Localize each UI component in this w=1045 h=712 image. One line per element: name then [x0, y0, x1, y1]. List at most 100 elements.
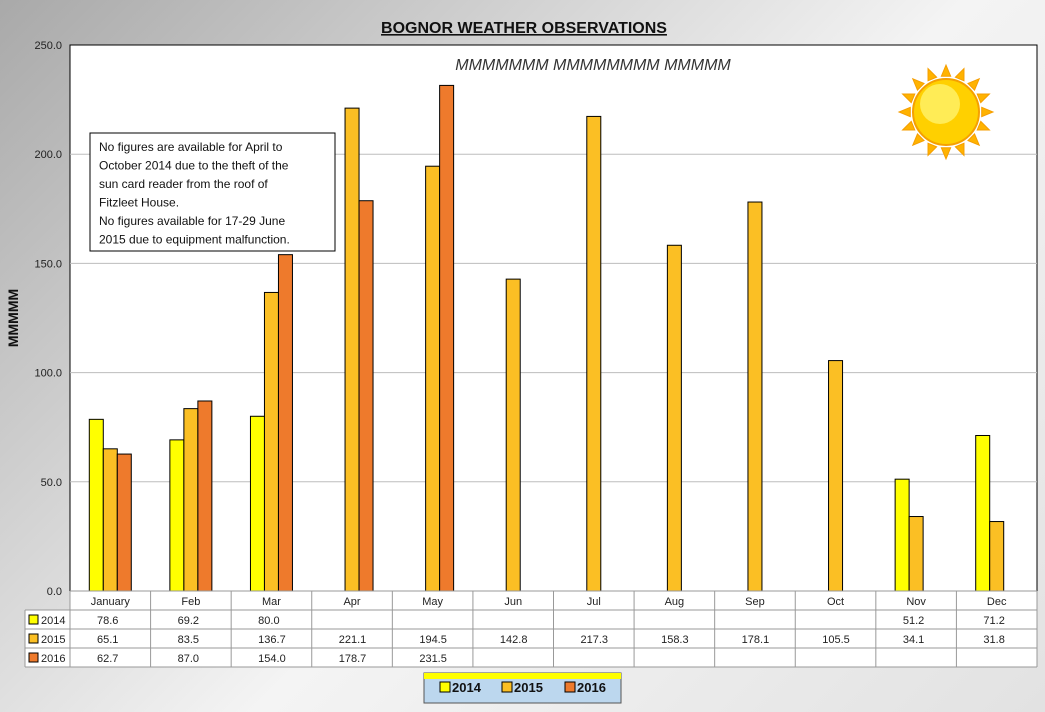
- table-legend-key: [28, 633, 39, 644]
- plot-area: [69, 44, 1038, 592]
- table-legend-key: [28, 652, 39, 663]
- sun-ray: [981, 106, 995, 118]
- bar-2015-Dec: [989, 521, 1005, 592]
- chart-subtitle: MMMMMMM MMMMMMMM MMMMM: [455, 57, 731, 74]
- bar-2016-Feb: [197, 400, 213, 592]
- legend-label-2016: 2016: [577, 680, 606, 695]
- bar-2015-Oct: [828, 360, 844, 592]
- y-axis-label: MMMMM: [5, 289, 21, 347]
- table-cell: 217.3: [581, 634, 609, 646]
- y-tick-label: 100.0: [34, 368, 62, 380]
- chart-title: BOGNOR WEATHER OBSERVATIONS: [381, 20, 667, 37]
- bar-2015-Jul: [586, 115, 602, 592]
- category-label: Oct: [827, 596, 844, 608]
- table-cell: 142.8: [500, 634, 528, 646]
- annotation-line: No figures are available for April to: [99, 140, 283, 154]
- bar-2016-Apr: [358, 200, 374, 592]
- category-label: Nov: [906, 596, 926, 608]
- annotation-line: October 2014 due to the theft of the: [99, 159, 289, 173]
- sun-ray: [967, 77, 981, 91]
- table-cell: 105.5: [822, 634, 850, 646]
- bar-2014-Dec: [975, 434, 991, 592]
- legend-label-2014: 2014: [452, 680, 482, 695]
- legend-swatch-2016: [564, 681, 576, 693]
- table-cell: 221.1: [339, 634, 367, 646]
- sun-ray: [940, 63, 952, 77]
- sun-ray: [976, 93, 991, 104]
- bar-2016-January: [116, 453, 132, 592]
- sun-icon: [897, 63, 995, 161]
- bar-2015-January: [102, 448, 118, 592]
- table-row-label: 2014: [41, 615, 65, 627]
- bar-2015-Jun: [505, 278, 521, 592]
- y-tick-label: 150.0: [34, 258, 62, 270]
- sun-ray: [911, 133, 925, 147]
- annotation-line: sun card reader from the roof of: [99, 177, 268, 191]
- category-label: Aug: [665, 596, 685, 608]
- y-tick-label: 50.0: [41, 477, 62, 489]
- sun-ray: [940, 147, 952, 161]
- table-cell: 69.2: [178, 615, 199, 627]
- y-tick-label: 200.0: [34, 149, 62, 161]
- sun-ray: [976, 120, 991, 131]
- table-cell: 65.1: [97, 634, 118, 646]
- bar-2014-Feb: [169, 439, 185, 592]
- annotation-box: No figures are available for April to Oct…: [89, 132, 336, 252]
- annotation-line: No figures available for 17-29 June: [99, 214, 285, 228]
- table-cell: 71.2: [983, 615, 1004, 627]
- bar-2014-January: [88, 418, 104, 592]
- sun-ray: [954, 142, 965, 157]
- sun-ray: [954, 67, 965, 82]
- table-cell: 62.7: [97, 653, 118, 665]
- bar-2016-Mar: [277, 254, 293, 592]
- sun-ray: [927, 142, 938, 157]
- legend-swatch-2014: [439, 681, 451, 693]
- legend-label-2015: 2015: [514, 680, 543, 695]
- category-label: Jul: [587, 596, 601, 608]
- table-cell: 154.0: [258, 653, 286, 665]
- table-cell: 158.3: [661, 634, 689, 646]
- bar-2015-Nov: [908, 516, 924, 592]
- table-row-label: 2016: [41, 653, 65, 665]
- sun-ray: [911, 77, 925, 91]
- sun-ray: [901, 120, 916, 131]
- y-tick-label: 250.0: [34, 40, 62, 52]
- sun-ray: [897, 106, 911, 118]
- sun-ray: [967, 133, 981, 147]
- category-label: May: [422, 596, 443, 608]
- table-cell: 31.8: [983, 634, 1004, 646]
- table-cell: 80.0: [258, 615, 279, 627]
- data-table: January Feb Mar Apr May Jun Jul Aug Sep Oct Nov Dec…: [24, 590, 1038, 668]
- annotation-line: Fitzleet House.: [99, 196, 179, 210]
- table-cell: 136.7: [258, 634, 286, 646]
- table-cell: 194.5: [419, 634, 447, 646]
- category-label: Apr: [343, 596, 360, 608]
- sun-ray: [901, 93, 916, 104]
- table-row-label: 2015: [41, 634, 65, 646]
- bar-2015-Aug: [666, 244, 682, 592]
- bar-2014-Mar: [249, 415, 265, 592]
- category-label: January: [91, 596, 131, 608]
- bar-series: [88, 84, 1005, 592]
- table-cell: 178.1: [742, 634, 770, 646]
- bar-2015-Feb: [183, 408, 199, 592]
- bar-2015-Sep: [747, 201, 763, 592]
- table-cell: 34.1: [903, 634, 924, 646]
- table-cell: 83.5: [178, 634, 199, 646]
- y-axis-ticks: 0.0 50.0 100.0 150.0 200.0 250.0: [34, 40, 62, 598]
- category-label: Mar: [262, 596, 281, 608]
- sun-ray: [927, 67, 938, 82]
- category-label: Feb: [181, 596, 200, 608]
- table-cell: 78.6: [97, 615, 118, 627]
- legend-swatch-2015: [501, 681, 513, 693]
- bar-2015-Apr: [344, 107, 360, 592]
- bar-2014-Nov: [894, 478, 910, 592]
- table-cell: 51.2: [903, 615, 924, 627]
- annotation-line: 2015 due to equipment malfunction.: [99, 233, 290, 247]
- legend: 2014 2015 2016: [423, 672, 622, 704]
- category-label: Dec: [987, 596, 1007, 608]
- table-cell: 178.7: [339, 653, 367, 665]
- table-cell: 87.0: [178, 653, 199, 665]
- bar-2016-May: [439, 84, 455, 592]
